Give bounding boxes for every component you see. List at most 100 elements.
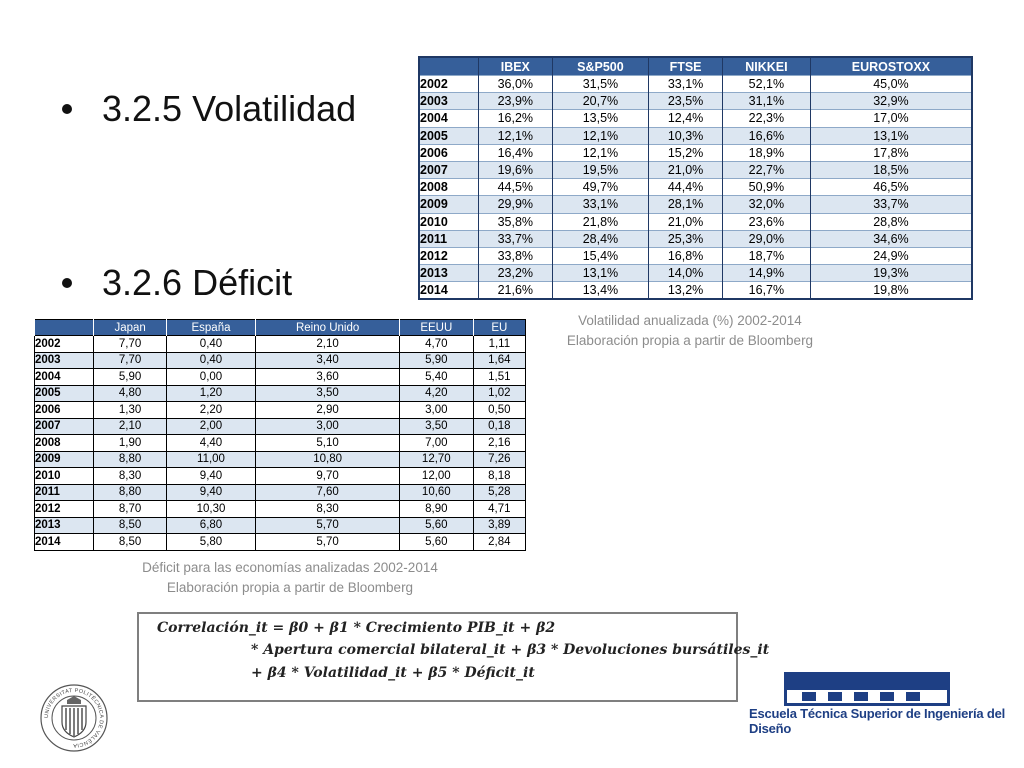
volatility-value-cell: 32,0%: [721, 195, 811, 213]
deficit-value-cell: 3,50: [398, 417, 474, 435]
volatility-year-cell: 2003: [418, 92, 479, 110]
deficit-value-cell: 2,10: [255, 335, 400, 352]
deficit-value-cell: 12,70: [398, 450, 474, 468]
deficit-year-cell: 2007: [33, 417, 94, 435]
volatility-row: 2004 16,2% 13,5% 12,4% 22,3% 17,0%: [418, 109, 972, 128]
formula-line-3: + β4 * Volatilidad_it + β5 * Déficit_it: [251, 665, 535, 681]
deficit-value-cell: 5,90: [398, 351, 474, 369]
volatility-value-cell: 23,5%: [648, 92, 723, 110]
volatility-value-cell: 12,1%: [477, 126, 553, 145]
formula-line-2: * Apertura comercial bilateral_it + β3 *…: [251, 642, 770, 658]
volatility-year-cell: 2014: [418, 281, 479, 300]
volatility-value-cell: 28,1%: [648, 195, 723, 213]
deficit-value-cell: 3,00: [398, 401, 474, 418]
volatility-year-cell: 2007: [418, 160, 479, 179]
deficit-value-cell: 8,70: [93, 500, 167, 517]
formula-line-1: Correlación_it = β0 + β1 * Crecimiento P…: [157, 620, 556, 636]
volatility-row: 2009 29,9% 33,1% 28,1% 32,0% 33,7%: [418, 195, 972, 213]
deficit-header-cell: [33, 319, 94, 336]
deficit-value-cell: 7,00: [398, 434, 474, 451]
deficit-value-cell: 2,84: [472, 533, 526, 550]
deficit-value-cell: 1,11: [472, 335, 526, 352]
volatility-value-cell: 17,8%: [809, 143, 972, 162]
volatility-header-cell: EUROSTOXX: [809, 57, 972, 76]
volatility-value-cell: 19,6%: [477, 160, 553, 179]
deficit-row: 2004 5,90 0,00 3,60 5,40 1,51: [33, 368, 526, 385]
volatility-row: 2005 12,1% 12,1% 10,3% 16,6% 13,1%: [418, 126, 972, 145]
deficit-value-cell: 8,30: [93, 467, 167, 484]
volatility-value-cell: 25,3%: [648, 229, 723, 248]
volatility-row: 2012 33,8% 15,4% 16,8% 18,7% 24,9%: [418, 246, 972, 265]
volatility-value-cell: 15,4%: [551, 246, 649, 265]
deficit-value-cell: 5,60: [398, 533, 474, 550]
deficit-header-cell: EU: [472, 319, 526, 336]
deficit-value-cell: 10,30: [165, 500, 256, 517]
deficit-value-cell: 0,00: [165, 368, 256, 385]
volatility-value-cell: 21,8%: [551, 212, 649, 231]
volatility-value-cell: 28,8%: [809, 212, 972, 231]
volatility-year-cell: 2010: [418, 212, 479, 231]
deficit-value-cell: 3,89: [472, 516, 526, 534]
deficit-row: 2014 8,50 5,80 5,70 5,60 2,84: [33, 533, 526, 550]
volatility-value-cell: 21,0%: [648, 212, 723, 231]
etsid-building-logo-icon: [784, 672, 950, 706]
volatility-value-cell: 33,7%: [477, 229, 553, 248]
volatility-value-cell: 32,9%: [809, 92, 972, 110]
deficit-value-cell: 8,90: [398, 500, 474, 517]
deficit-value-cell: 11,00: [165, 450, 256, 468]
volatility-value-cell: 19,8%: [809, 281, 972, 300]
deficit-value-cell: 1,02: [472, 384, 526, 402]
deficit-value-cell: 7,60: [255, 483, 400, 501]
deficit-value-cell: 5,60: [398, 516, 474, 534]
deficit-value-cell: 7,70: [93, 335, 167, 352]
volatility-header-cell: [418, 57, 479, 76]
volatility-row: 2006 16,4% 12,1% 15,2% 18,9% 17,8%: [418, 143, 972, 162]
deficit-row: 2010 8,30 9,40 9,70 12,00 8,18: [33, 467, 526, 484]
deficit-value-cell: 9,40: [165, 467, 256, 484]
volatility-value-cell: 13,2%: [648, 281, 723, 300]
deficit-value-cell: 8,50: [93, 516, 167, 534]
volatility-value-cell: 19,5%: [551, 160, 649, 179]
volatility-value-cell: 29,0%: [721, 229, 811, 248]
volatility-value-cell: 16,7%: [721, 281, 811, 300]
volatility-row: 2002 36,0% 31,5% 33,1% 52,1% 45,0%: [418, 74, 972, 93]
volatility-body: 2002 36,0% 31,5% 33,1% 52,1% 45,0% 2003 23,9% 20…: [418, 74, 972, 300]
volatility-value-cell: 28,4%: [551, 229, 649, 248]
volatility-value-cell: 20,7%: [551, 92, 649, 110]
deficit-value-cell: 5,40: [398, 368, 474, 385]
volatility-value-cell: 14,0%: [648, 264, 723, 282]
deficit-value-cell: 2,00: [165, 417, 256, 435]
volatility-year-cell: 2004: [418, 109, 479, 128]
deficit-year-cell: 2004: [33, 368, 94, 385]
deficit-row: 2005 4,80 1,20 3,50 4,20 1,02: [33, 384, 526, 402]
university-seal-icon: UNIVERSITAT POLITÈCNICA DE VALÈNCIA: [40, 684, 108, 752]
volatility-value-cell: 29,9%: [477, 195, 553, 213]
deficit-value-cell: 1,64: [472, 351, 526, 369]
volatility-year-cell: 2005: [418, 126, 479, 145]
volatility-value-cell: 23,9%: [477, 92, 553, 110]
deficit-value-cell: 4,80: [93, 384, 167, 402]
volatility-row: 2011 33,7% 28,4% 25,3% 29,0% 34,6%: [418, 229, 972, 248]
volatility-value-cell: 13,4%: [551, 281, 649, 300]
deficit-header-row: Japan España Reino Unido EEUU EU: [33, 319, 526, 336]
deficit-row: 2011 8,80 9,40 7,60 10,60 5,28: [33, 483, 526, 501]
volatility-value-cell: 44,5%: [477, 178, 553, 196]
volatility-value-cell: 33,7%: [809, 195, 972, 213]
deficit-value-cell: 4,70: [398, 335, 474, 352]
volatility-caption-line1: Volatilidad anualizada (%) 2002-2014: [578, 313, 802, 328]
deficit-value-cell: 1,20: [165, 384, 256, 402]
deficit-value-cell: 10,60: [398, 483, 474, 501]
volatility-year-cell: 2009: [418, 195, 479, 213]
deficit-year-cell: 2008: [33, 434, 94, 451]
volatility-value-cell: 21,6%: [477, 281, 553, 300]
volatility-header-row: IBEX S&P500 FTSE NIKKEI EUROSTOXX: [418, 57, 972, 76]
volatility-value-cell: 12,4%: [648, 109, 723, 128]
deficit-value-cell: 8,80: [93, 450, 167, 468]
volatility-value-cell: 35,8%: [477, 212, 553, 231]
deficit-value-cell: 3,00: [255, 417, 400, 435]
volatility-value-cell: 23,6%: [721, 212, 811, 231]
bullet-volatilidad: 3.2.5 Volatilidad: [62, 88, 356, 130]
deficit-caption-line2: Elaboración propia a partir de Bloomberg: [166, 580, 414, 595]
deficit-year-cell: 2002: [33, 335, 94, 352]
deficit-value-cell: 5,70: [255, 533, 400, 550]
